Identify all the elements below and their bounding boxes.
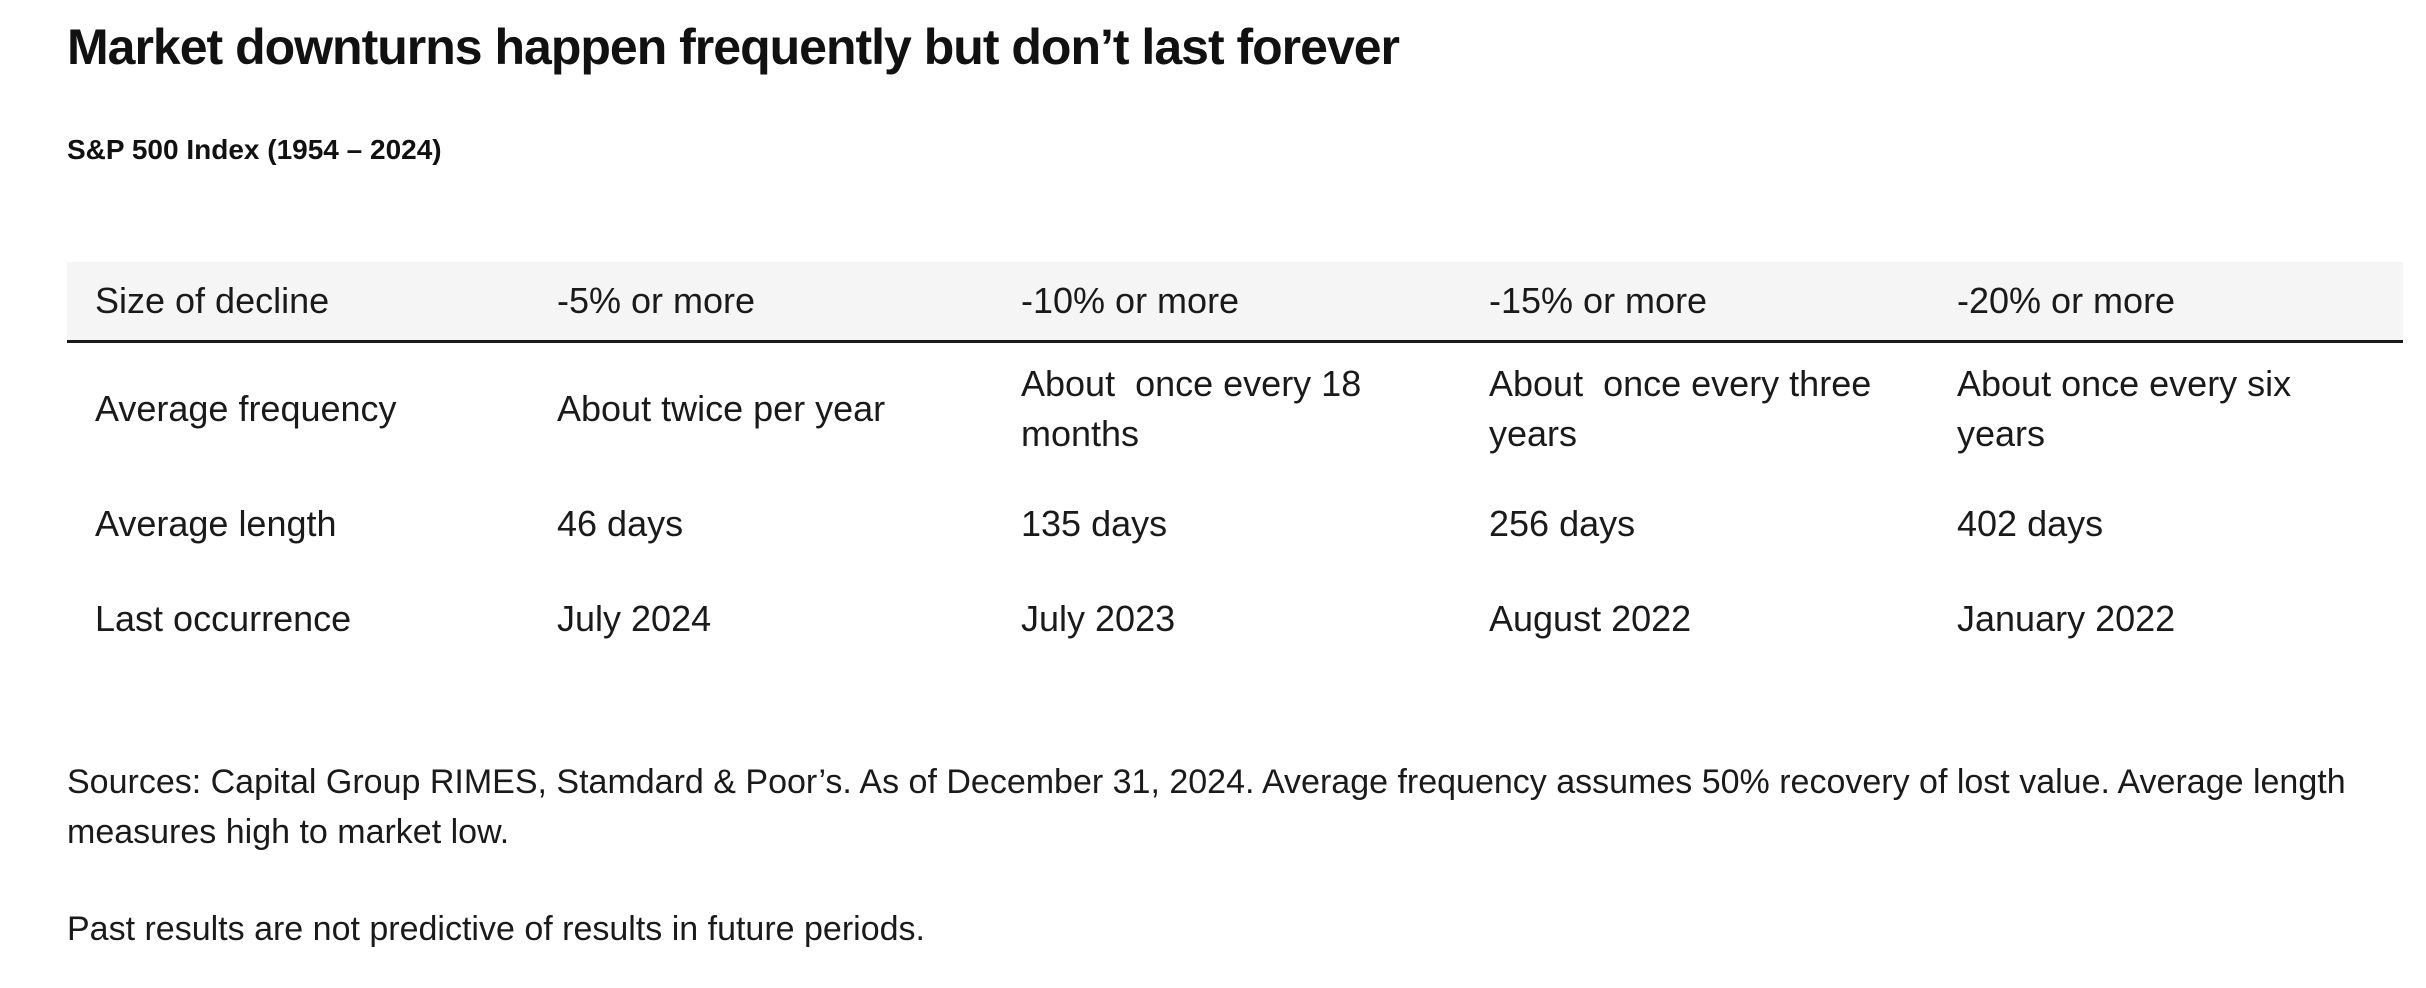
cell-occurrence-5: July 2024 [557,597,712,639]
cell-frequency-5: About twice per year [557,388,886,430]
cell-occurrence-10: July 2023 [1021,597,1176,639]
cell-length-5: 46 days [557,502,684,544]
cell-occurrence-20: January 2022 [1957,597,2176,639]
column-header-10-percent: -10% or more [1021,279,1240,321]
column-header-15-percent: -15% or more [1489,279,1708,321]
cell-length-15: 256 days [1489,502,1636,544]
column-header-20-percent: -20% or more [1957,279,2176,321]
cell-frequency-10: About once every 18 months [1021,363,1372,455]
footnote-disclaimer: Past results are not predictive of resul… [67,910,925,948]
row-label-average-length: Average length [95,502,337,544]
cell-occurrence-15: August 2022 [1489,597,1692,639]
page-title: Market downturns happen frequently but d… [67,19,1400,75]
page-subtitle: S&P 500 Index (1954 – 2024) [67,134,442,165]
row-label-last-occurrence: Last occurrence [95,597,352,639]
cell-length-10: 135 days [1021,502,1168,544]
table-row-average-frequency: Average frequency About twice per year A… [67,341,2403,476]
table-row-average-length: Average length 46 days 135 days 256 days… [67,476,2403,571]
downturns-table: Size of decline -5% or more -10% or more… [67,262,2403,666]
header-row: Size of decline -5% or more -10% or more… [67,262,2403,341]
cell-frequency-20: About once every six years [1957,363,2302,455]
table-row-last-occurrence: Last occurrence July 2024 July 2023 Augu… [67,571,2403,666]
column-header-5-percent: -5% or more [557,279,756,321]
table-header: Size of decline -5% or more -10% or more… [67,262,2403,341]
footnote-sources: Sources: Capital Group RIMES, Stamdard &… [67,763,2346,851]
cell-length-20: 402 days [1957,502,2104,544]
column-header-size-of-decline: Size of decline [95,279,330,321]
cell-frequency-15: About once every three years [1489,363,1882,455]
row-label-average-frequency: Average frequency [95,388,397,430]
